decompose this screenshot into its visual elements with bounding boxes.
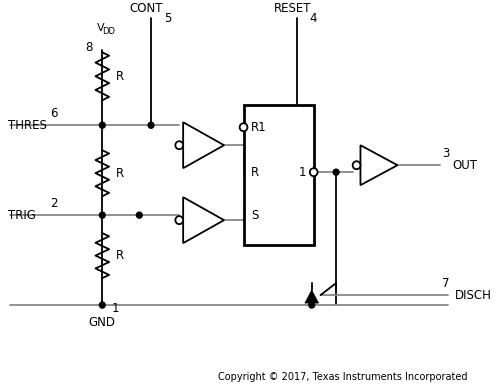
Circle shape — [333, 169, 339, 175]
Text: DISCH: DISCH — [455, 289, 492, 301]
Text: GND: GND — [89, 316, 116, 329]
Text: DD: DD — [103, 27, 116, 36]
Text: 4: 4 — [310, 12, 317, 25]
Text: OUT: OUT — [452, 159, 477, 172]
Text: 1: 1 — [298, 166, 306, 179]
FancyBboxPatch shape — [244, 105, 314, 245]
Text: R1: R1 — [251, 121, 267, 134]
Circle shape — [175, 141, 183, 149]
Circle shape — [100, 122, 105, 128]
Text: R: R — [116, 249, 124, 262]
Text: RESET: RESET — [273, 2, 311, 15]
Text: THRES: THRES — [8, 119, 47, 132]
Text: CONT: CONT — [129, 2, 163, 15]
Circle shape — [136, 212, 142, 218]
Text: V: V — [97, 23, 104, 33]
Text: S: S — [251, 209, 259, 222]
Text: 5: 5 — [164, 12, 171, 25]
Polygon shape — [361, 145, 397, 185]
Text: 8: 8 — [85, 41, 93, 54]
Text: R: R — [251, 166, 259, 179]
Circle shape — [175, 216, 183, 224]
Circle shape — [240, 123, 248, 131]
Text: TRIG: TRIG — [8, 209, 36, 222]
Circle shape — [310, 168, 318, 176]
Circle shape — [100, 212, 105, 218]
Polygon shape — [183, 197, 224, 243]
Polygon shape — [305, 290, 319, 303]
Text: 7: 7 — [442, 276, 450, 290]
Circle shape — [148, 122, 154, 128]
Text: 3: 3 — [442, 147, 450, 160]
Text: 1: 1 — [112, 301, 120, 314]
Circle shape — [309, 302, 315, 308]
Text: R: R — [116, 70, 124, 83]
Text: 2: 2 — [50, 197, 57, 210]
Text: Copyright © 2017, Texas Instruments Incorporated: Copyright © 2017, Texas Instruments Inco… — [218, 372, 468, 382]
Text: R: R — [116, 167, 124, 180]
Circle shape — [353, 161, 361, 169]
Text: 6: 6 — [50, 107, 57, 120]
Circle shape — [100, 302, 105, 308]
Polygon shape — [183, 122, 224, 168]
